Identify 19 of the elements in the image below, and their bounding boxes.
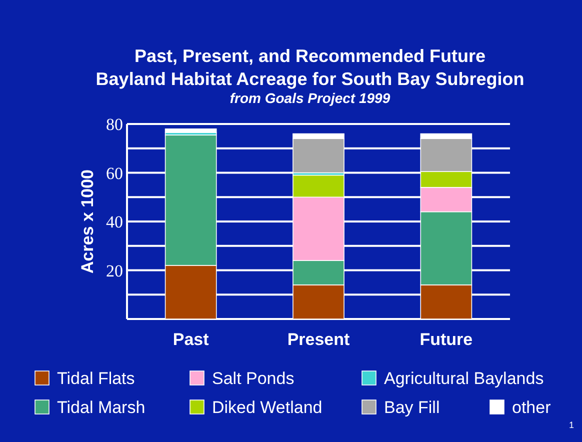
legend-label: Tidal Flats	[57, 369, 135, 388]
legend-label: Agricultural Baylands	[384, 369, 544, 388]
legend-label: Salt Ponds	[212, 369, 294, 388]
y-tick-label: 20	[106, 261, 123, 280]
legend-label: Diked Wetland	[212, 398, 322, 417]
y-axis-title: Acres x 1000	[78, 170, 97, 274]
y-tick-label: 40	[106, 212, 123, 232]
chart-title: Past, Present, and Recommended Future Bayland Habitat Acreage for South Bay Subregion	[96, 46, 524, 89]
x-tick-label: Future	[420, 330, 473, 349]
legend-label: Bay Fill	[384, 398, 440, 417]
text: 1	[568, 420, 574, 430]
legend-label: other	[512, 398, 552, 417]
legend-label: Tidal Marsh	[57, 398, 146, 417]
y-tick-label: 80	[106, 115, 123, 134]
bar	[164, 128, 217, 133]
y-tick-label: 60	[106, 164, 123, 183]
x-tick-label: Past	[172, 330, 210, 349]
chart-subtitle: from Goals Project 1999	[230, 90, 390, 106]
x-tick-label: Present	[287, 330, 350, 349]
